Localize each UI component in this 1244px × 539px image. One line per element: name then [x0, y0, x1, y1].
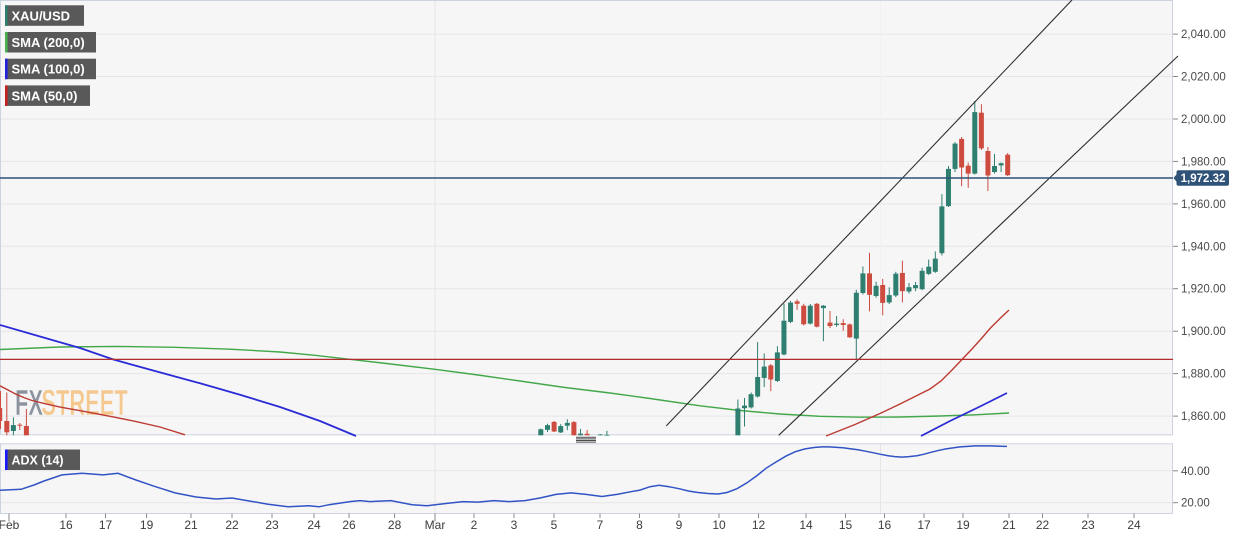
svg-text:19: 19 [956, 518, 970, 532]
svg-text:22: 22 [1036, 518, 1050, 532]
svg-text:23: 23 [265, 518, 279, 532]
svg-text:SMA (200,0): SMA (200,0) [12, 35, 85, 50]
svg-text:1,900.00: 1,900.00 [1181, 326, 1226, 338]
svg-text:2,020.00: 2,020.00 [1181, 72, 1226, 84]
svg-text:FX: FX [15, 383, 43, 423]
svg-text:24: 24 [307, 518, 321, 532]
svg-text:21: 21 [1002, 518, 1016, 532]
svg-text:14: 14 [799, 518, 813, 532]
svg-text:1,960.00: 1,960.00 [1181, 199, 1226, 211]
svg-text:20.00: 20.00 [1181, 498, 1210, 510]
svg-text:17: 17 [99, 518, 113, 532]
svg-text:21: 21 [184, 518, 198, 532]
svg-text:1,860.00: 1,860.00 [1181, 411, 1226, 423]
svg-text:7: 7 [597, 518, 604, 532]
svg-text:SMA (50,0): SMA (50,0) [12, 88, 78, 103]
svg-text:XAU/USD: XAU/USD [12, 8, 71, 23]
svg-text:1,880.00: 1,880.00 [1181, 369, 1226, 381]
svg-text:16: 16 [59, 518, 73, 532]
svg-text:1,972.32: 1,972.32 [1181, 173, 1226, 185]
svg-text:16: 16 [878, 518, 892, 532]
svg-text:2,000.00: 2,000.00 [1181, 114, 1226, 126]
svg-text:Mar: Mar [425, 518, 446, 532]
svg-text:28: 28 [388, 518, 402, 532]
svg-text:5: 5 [551, 518, 558, 532]
svg-text:8: 8 [636, 518, 643, 532]
svg-text:19: 19 [140, 518, 154, 532]
svg-text:2: 2 [471, 518, 478, 532]
svg-text:1,980.00: 1,980.00 [1181, 156, 1226, 168]
svg-text:SMA (100,0): SMA (100,0) [12, 62, 85, 77]
svg-text:9: 9 [676, 518, 683, 532]
svg-text:ADX (14): ADX (14) [12, 454, 64, 468]
svg-text:10: 10 [712, 518, 726, 532]
svg-text:23: 23 [1081, 518, 1095, 532]
svg-text:1,940.00: 1,940.00 [1181, 241, 1226, 253]
svg-text:26: 26 [342, 518, 356, 532]
svg-text:40.00: 40.00 [1181, 466, 1210, 478]
svg-text:1,920.00: 1,920.00 [1181, 284, 1226, 296]
svg-text:15: 15 [839, 518, 853, 532]
svg-text:3: 3 [511, 518, 518, 532]
svg-text:22: 22 [225, 518, 239, 532]
svg-text:2,040.00: 2,040.00 [1181, 29, 1226, 41]
svg-text:24: 24 [1127, 518, 1141, 532]
svg-text:12: 12 [752, 518, 766, 532]
svg-text:Feb: Feb [0, 518, 20, 532]
svg-text:17: 17 [917, 518, 931, 532]
